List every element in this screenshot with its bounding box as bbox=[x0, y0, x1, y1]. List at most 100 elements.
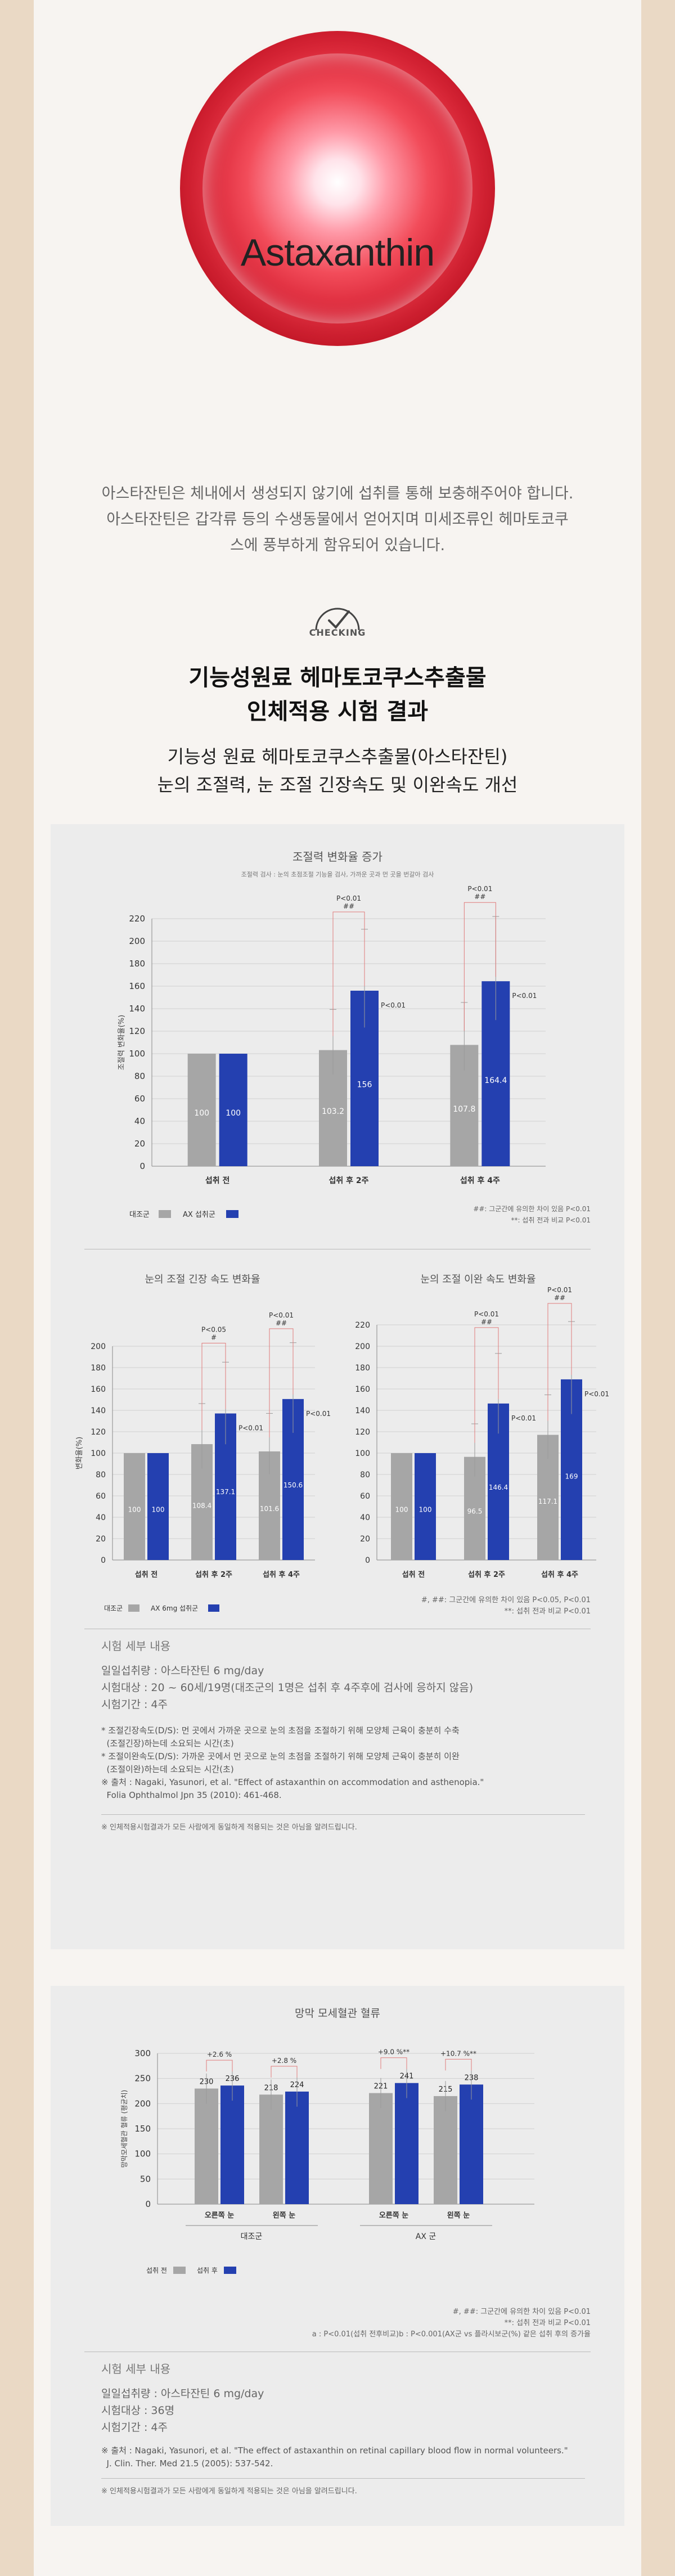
chart-subtitle: 조절력 검사 : 눈의 초점조절 기능을 검사, 가까운 곳과 먼 곳을 번갈아… bbox=[241, 870, 434, 878]
x-tick-label: 오른쪽 눈 bbox=[205, 2211, 234, 2220]
y-tick-label: 150 bbox=[134, 2124, 151, 2134]
y-tick-label: 60 bbox=[360, 1492, 370, 1501]
bar-value-label: 103.2 bbox=[322, 1107, 344, 1116]
astaxanthin-orb-image bbox=[180, 31, 495, 346]
chart-title: 망막 모세혈관 혈류 bbox=[295, 2007, 380, 2020]
bar bbox=[187, 1054, 216, 1166]
divider bbox=[101, 2478, 585, 2479]
y-tick-label: 40 bbox=[134, 1116, 145, 1126]
x-tick-label: 섭취 후 2주 bbox=[195, 1570, 232, 1579]
footnote-3: a : P<0.01(섭취 전후비교)b : P<0.001(AX군 vs 플라… bbox=[312, 2330, 591, 2339]
detail-title: 시험 세부 내용 bbox=[101, 1639, 171, 1653]
y-tick-label: 100 bbox=[91, 1449, 106, 1458]
y-tick-label: 200 bbox=[355, 1342, 370, 1351]
hero-description: 아스타잔틴은 체내에서 생성되지 않기에 섭취를 통해 보충해주어야 합니다. … bbox=[101, 485, 574, 554]
side-p-value: P<0.01 bbox=[238, 1424, 263, 1432]
x-tick-label: 왼쪽 눈 bbox=[273, 2211, 295, 2220]
y-tick-label: 180 bbox=[91, 1364, 106, 1373]
y-tick-label: 40 bbox=[96, 1513, 106, 1522]
y-tick-label: 120 bbox=[129, 1026, 145, 1036]
change-label: +2.6 % bbox=[207, 2051, 232, 2058]
p-value-label: P<0.01 bbox=[269, 1311, 294, 1319]
y-axis-label: 망막모세혈관 혈류 (평균치) bbox=[120, 2090, 128, 2168]
detail-line: 시험기간 : 4주 bbox=[101, 1698, 168, 1711]
note-line: (조절긴장)하는데 소요되는 시간(초) bbox=[101, 1738, 234, 1748]
y-tick-label: 0 bbox=[365, 1556, 370, 1565]
y-tick-label: 140 bbox=[355, 1406, 370, 1415]
legend-label: 대조군 bbox=[104, 1604, 123, 1612]
significance-bracket bbox=[332, 911, 365, 1036]
relaxation-speed-chart: 눈의 조절 이완 속도 변화율 0 20 40 60 80 100 120 140 160 180 2… bbox=[355, 1274, 609, 1579]
note-line: Folia Ophthalmol Jpn 35 (2010): 461-468. bbox=[101, 1790, 282, 1800]
footnote-2: **: 섭취 전과 비교 P<0.01 bbox=[504, 2319, 591, 2327]
x-tick-label: 섭취 후 4주 bbox=[541, 1570, 578, 1579]
significance-mark: ## bbox=[554, 1294, 565, 1302]
y-tick-label: 100 bbox=[355, 1449, 370, 1458]
bar-value-label: 107.8 bbox=[453, 1105, 475, 1114]
y-tick-label: 200 bbox=[91, 1342, 106, 1351]
y-tick-label: 250 bbox=[134, 2074, 151, 2084]
legend-swatch bbox=[128, 1604, 140, 1612]
x-tick-label: 섭취 후 2주 bbox=[328, 1176, 368, 1185]
panel2-footnotes: #, ##: 그군간에 유의한 차이 있음 P<0.01 **: 섭취 전과 비… bbox=[219, 2307, 591, 2340]
bar bbox=[434, 2096, 457, 2204]
significance-bracket bbox=[380, 2057, 407, 2069]
chart-title: 눈의 조절 이완 속도 변화율 bbox=[420, 1274, 536, 1285]
y-tick-label: 140 bbox=[91, 1406, 106, 1415]
footnote-1: #, ##: 그군간에 유의한 차이 있음 P<0.01 bbox=[452, 2308, 591, 2316]
notes-list-2: ※ 출처 : Nagaki, Yasunori, et al. "The eff… bbox=[101, 2444, 596, 2470]
footnote-a: #, ##: 그군간에 유의한 차이 있음 P<0.05, P<0.01 bbox=[421, 1596, 591, 1604]
x-tick-label: 오른쪽 눈 bbox=[379, 2211, 408, 2220]
bar-value-label: 108.4 bbox=[192, 1501, 212, 1509]
notes-list: * 조절긴장속도(D/S): 먼 곳에서 가까운 곳으로 눈의 초점을 조절하기… bbox=[101, 1724, 596, 1802]
y-axis-label: 변화율(%) bbox=[75, 1437, 84, 1469]
p-value-label: P<0.01 bbox=[474, 1310, 499, 1318]
sub-title-line1: 기능성 원료 헤마토코쿠스추출물(아스타잔틴) bbox=[167, 746, 508, 767]
y-tick-label: 60 bbox=[134, 1094, 145, 1104]
bar-value-label: 146.4 bbox=[489, 1483, 508, 1491]
significance-bracket bbox=[271, 2066, 298, 2078]
bar-value-label: 100 bbox=[395, 1506, 408, 1514]
bar-value-label: 101.6 bbox=[260, 1505, 279, 1513]
group-label: 대조군 bbox=[241, 2232, 263, 2241]
bar-value-label: 150.6 bbox=[284, 1481, 303, 1489]
x-tick-label: 섭취 전 bbox=[135, 1570, 158, 1579]
detail-line: 시험대상 : 20 ~ 60세/19명(대조군의 1명은 섭취 후 4주후에 검… bbox=[101, 1682, 474, 1694]
note-line: * 조절이완속도(D/S): 가까운 곳에서 먼 곳으로 눈의 초점을 조절하기… bbox=[101, 1751, 460, 1761]
y-axis-label: 조절력 변화율(%) bbox=[118, 1015, 126, 1070]
bar-value-label: 100 bbox=[419, 1506, 432, 1514]
bar-value-label: 137.1 bbox=[216, 1488, 235, 1496]
hero-title: Astaxanthin bbox=[240, 231, 435, 274]
divider bbox=[101, 1814, 585, 1815]
y-tick-label: 40 bbox=[360, 1513, 370, 1522]
y-tick-label: 120 bbox=[91, 1428, 106, 1437]
bar bbox=[147, 1453, 169, 1560]
main-title-line2: 인체적용 시험 결과 bbox=[246, 699, 429, 725]
legend-label: 섭취 후 bbox=[197, 2267, 218, 2274]
significance-bracket bbox=[269, 1328, 294, 1437]
bar bbox=[195, 2088, 218, 2204]
y-tick-label: 100 bbox=[129, 1049, 145, 1059]
bar-value-label: 156 bbox=[357, 1081, 372, 1090]
main-title-line1: 기능성원료 헤마토코쿠스추출물 bbox=[188, 665, 487, 691]
significance-bracket bbox=[464, 902, 496, 1031]
y-tick-label: 160 bbox=[355, 1385, 370, 1394]
legend-label: AX 섭취군 bbox=[183, 1211, 215, 1219]
detail-line: 일일섭취량 : 아스타잔틴 6 mg/day bbox=[101, 2388, 264, 2400]
bar bbox=[369, 2093, 393, 2204]
p-value-label: P<0.01 bbox=[336, 894, 361, 902]
bar-value-label: 100 bbox=[128, 1506, 141, 1514]
page: Astaxanthin 아스타잔틴은 체내에서 생성되지 않기에 섭취를 통해 … bbox=[34, 0, 641, 2576]
legend-swatch bbox=[208, 1604, 219, 1612]
y-tick-label: 80 bbox=[360, 1471, 370, 1480]
bar-value-label: 117.1 bbox=[538, 1498, 557, 1505]
p-value-label: P<0.01 bbox=[547, 1286, 572, 1294]
footnote: ##: 그군간에 유의한 차이 있음 P<0.01 bbox=[473, 1205, 591, 1213]
note-line: J. Clin. Ther. Med 21.5 (2005): 537-542. bbox=[101, 2458, 273, 2469]
disclaimer: ※ 인체적용시험결과가 모든 사람에게 동일하게 적용되는 것은 아님을 알려드… bbox=[101, 1823, 357, 1832]
hero-section: Astaxanthin bbox=[34, 0, 641, 461]
y-tick-label: 160 bbox=[129, 981, 145, 991]
disclaimer-2: ※ 인체적용시험결과가 모든 사람에게 동일하게 적용되는 것은 아님을 알려드… bbox=[101, 2487, 357, 2496]
legend-swatch bbox=[159, 1210, 171, 1218]
results-panel-1: 조절력 변화율 증가 조절력 검사 : 눈의 초점조절 기능을 검사, 가까운 곳… bbox=[51, 824, 624, 1949]
